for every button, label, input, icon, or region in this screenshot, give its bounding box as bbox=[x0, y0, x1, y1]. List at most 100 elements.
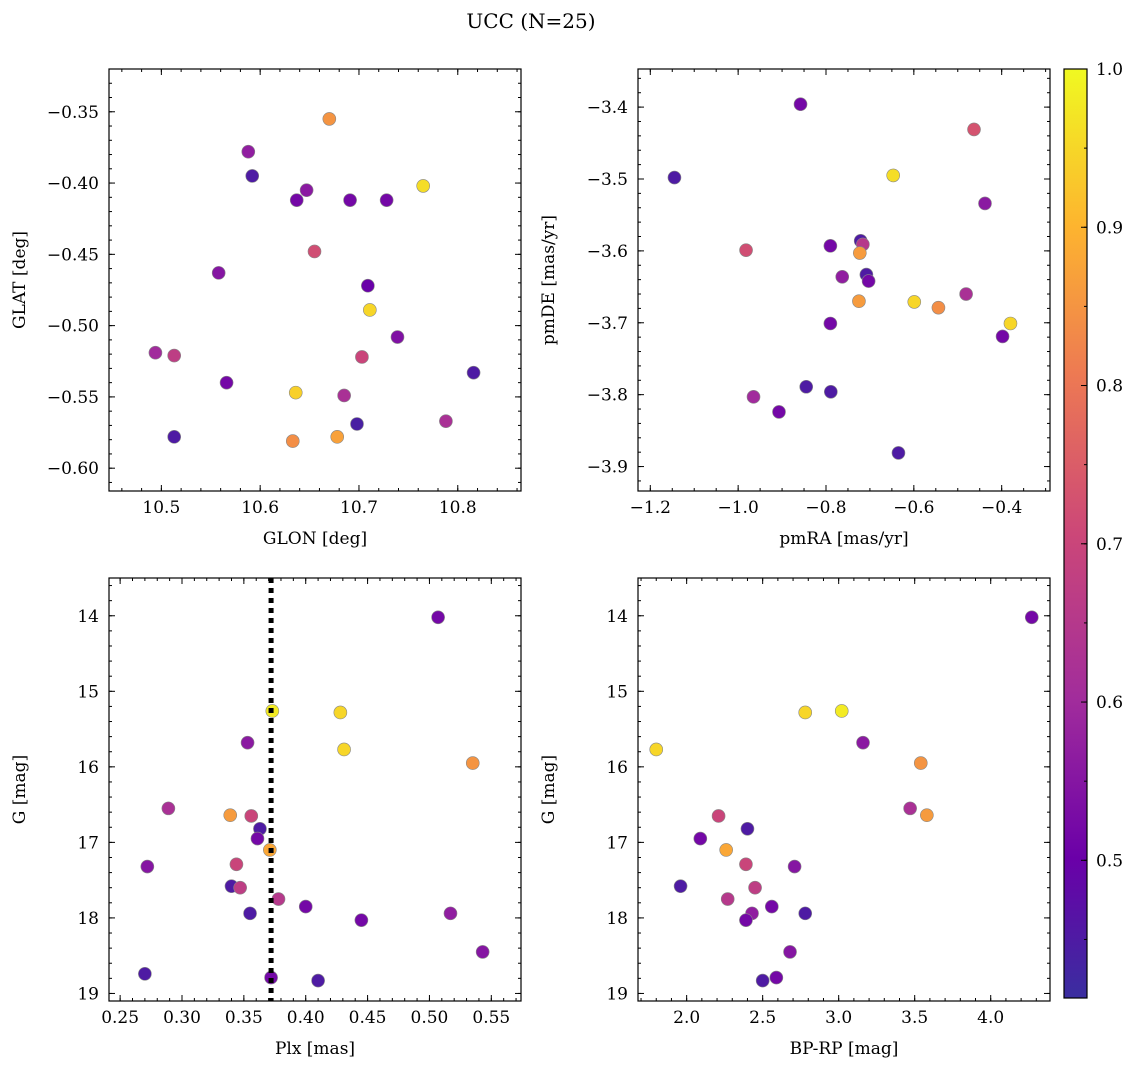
x-tick-label: 3.0 bbox=[825, 1008, 852, 1028]
y-tick-label: −0.35 bbox=[47, 103, 99, 123]
data-point bbox=[219, 375, 234, 390]
data-point bbox=[211, 266, 226, 280]
data-point bbox=[343, 193, 357, 207]
data-point bbox=[241, 144, 256, 159]
data-point bbox=[337, 388, 351, 403]
colorbar-tick-label: 0.7 bbox=[1096, 535, 1123, 555]
data-point bbox=[772, 405, 786, 419]
data-point bbox=[330, 430, 345, 444]
data-point bbox=[138, 967, 152, 981]
panel-parallax-magnitude: 0.25 0.30 0.35 0.40 0.45 0.50 0.55 14 15 16 17 18 19… bbox=[10, 577, 522, 1059]
data-point bbox=[223, 808, 238, 822]
data-point bbox=[299, 183, 314, 197]
data-point bbox=[416, 179, 430, 193]
data-point bbox=[793, 97, 808, 112]
data-point bbox=[443, 906, 458, 921]
y-tick-label: −3.4 bbox=[587, 98, 628, 118]
data-point bbox=[289, 193, 304, 207]
data-point bbox=[852, 294, 866, 309]
data-point bbox=[783, 945, 797, 959]
panel-color-magnitude: 2.0 2.5 3.0 3.5 4.0 14 15 16 17 18 19 BP-RP [mag] G … bbox=[539, 577, 1051, 1059]
y-tick-label: −3.6 bbox=[587, 242, 628, 262]
data-point bbox=[823, 316, 838, 331]
x-tick-label: 0.40 bbox=[287, 1008, 325, 1028]
data-point bbox=[978, 196, 992, 211]
data-point bbox=[711, 809, 726, 823]
data-point bbox=[271, 892, 286, 906]
x-tick-label: 0.50 bbox=[411, 1008, 449, 1028]
y-tick-label: −0.50 bbox=[47, 317, 99, 337]
data-point bbox=[649, 742, 664, 757]
data-point bbox=[886, 168, 900, 183]
figure-title: UCC (N=25) bbox=[466, 9, 595, 33]
data-point bbox=[667, 170, 682, 185]
x-tick-label: 0.25 bbox=[101, 1008, 139, 1028]
colorbar-tick-label: 0.8 bbox=[1096, 377, 1123, 397]
data-point bbox=[913, 756, 928, 770]
data-point bbox=[337, 742, 351, 757]
colorbar-tick-label: 0.5 bbox=[1096, 851, 1123, 871]
data-point bbox=[824, 384, 838, 399]
x-tick-label: 10.5 bbox=[142, 498, 180, 518]
data-point bbox=[243, 906, 257, 921]
data-point bbox=[853, 246, 867, 260]
colorbar: 0.5 0.6 0.7 0.8 0.9 1.0 bbox=[1063, 60, 1123, 999]
x-tick-label: 2.0 bbox=[673, 1008, 700, 1028]
x-axis-label: GLON [deg] bbox=[263, 529, 367, 549]
x-tick-label: −0.4 bbox=[981, 498, 1022, 518]
data-point bbox=[379, 193, 394, 207]
x-tick-label: −1.0 bbox=[718, 498, 759, 518]
data-point bbox=[1024, 610, 1039, 625]
data-point bbox=[959, 287, 973, 301]
axes-frame bbox=[108, 577, 522, 1002]
x-tick-label: −0.6 bbox=[893, 498, 934, 518]
y-tick-label: 14 bbox=[77, 607, 99, 627]
data-point bbox=[148, 345, 163, 360]
data-point bbox=[755, 973, 770, 988]
y-tick-label: 19 bbox=[606, 984, 628, 1004]
colorbar-gradient bbox=[1063, 68, 1088, 999]
data-point bbox=[798, 906, 813, 921]
data-point bbox=[390, 330, 405, 344]
data-point bbox=[764, 899, 779, 914]
y-tick-label: −0.45 bbox=[47, 245, 99, 265]
data-point bbox=[673, 879, 688, 893]
data-point bbox=[823, 239, 838, 253]
y-tick-label: −3.7 bbox=[587, 314, 628, 334]
x-tick-label: 4.0 bbox=[977, 1008, 1004, 1028]
data-point bbox=[907, 295, 922, 309]
y-tick-label: 15 bbox=[606, 682, 628, 702]
data-point bbox=[748, 880, 762, 895]
data-point bbox=[720, 892, 735, 906]
x-tick-label: 2.5 bbox=[749, 1008, 776, 1028]
data-point bbox=[693, 831, 708, 846]
data-point bbox=[746, 390, 761, 404]
x-tick-label: 0.35 bbox=[225, 1008, 263, 1028]
data-point bbox=[250, 831, 265, 846]
data-point bbox=[307, 244, 322, 259]
y-tick-label: −3.5 bbox=[587, 170, 628, 190]
y-axis-label: pmDE [mas/yr] bbox=[539, 215, 559, 345]
data-point bbox=[787, 859, 802, 874]
data-point bbox=[140, 859, 155, 874]
data-point bbox=[465, 756, 480, 770]
data-point bbox=[835, 269, 850, 284]
data-point bbox=[167, 430, 182, 444]
data-point bbox=[363, 303, 377, 317]
y-tick-label: 16 bbox=[77, 758, 99, 778]
x-tick-label: 3.5 bbox=[901, 1008, 928, 1028]
data-point bbox=[431, 610, 445, 625]
data-point bbox=[244, 809, 259, 823]
panel-glon-glat: 10.5 10.6 10.7 10.8 −0.60 −0.55 −0.50 −0.45 −0.4… bbox=[10, 68, 522, 549]
x-tick-label: 0.45 bbox=[349, 1008, 387, 1028]
data-point bbox=[355, 350, 369, 364]
axes-frame bbox=[108, 68, 522, 492]
data-point bbox=[739, 913, 753, 927]
data-point bbox=[920, 808, 934, 822]
data-point bbox=[240, 735, 255, 750]
data-point bbox=[769, 970, 784, 985]
data-point bbox=[739, 243, 753, 257]
data-point bbox=[967, 122, 981, 137]
x-tick-label: 10.6 bbox=[241, 498, 279, 518]
